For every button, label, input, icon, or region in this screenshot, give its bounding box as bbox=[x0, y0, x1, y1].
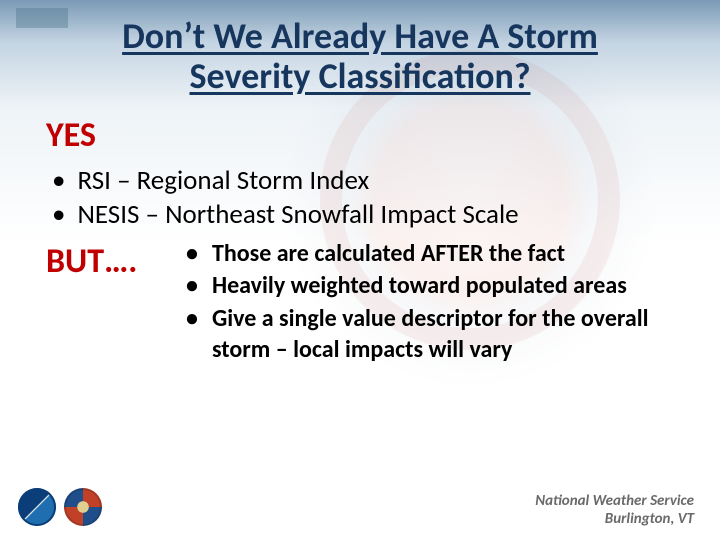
but-bullet: Give a single value descriptor for the o… bbox=[186, 304, 680, 365]
title-line-1: Don’t We Already Have A Storm bbox=[122, 14, 598, 58]
footer-org: National Weather Service bbox=[535, 492, 694, 510]
slide-body: Don’t We Already Have A Storm Severity C… bbox=[0, 0, 720, 540]
but-bullet: Those are calculated AFTER the fact bbox=[186, 239, 680, 270]
yes-bullet-list: RSI – Regional Storm Index NESIS – North… bbox=[52, 164, 680, 233]
but-bullet-text: Give a single value descriptor for the o… bbox=[212, 304, 680, 365]
slide-title: Don’t We Already Have A Storm Severity C… bbox=[40, 16, 680, 97]
footer-location: Burlington, VT bbox=[535, 510, 694, 528]
noaa-logo-icon bbox=[18, 488, 56, 526]
footer-logos bbox=[18, 488, 102, 526]
footer-attribution: National Weather Service Burlington, VT bbox=[535, 492, 694, 528]
title-line-2: Severity Classification? bbox=[190, 54, 531, 98]
but-heading: BUT…. bbox=[46, 239, 186, 282]
but-section: BUT…. Those are calculated AFTER the fac… bbox=[40, 239, 680, 368]
but-bullet: Heavily weighted toward populated areas bbox=[186, 271, 680, 302]
yes-bullet: NESIS – Northeast Snowfall Impact Scale bbox=[52, 198, 680, 233]
but-bullet-text: Those are calculated AFTER the fact bbox=[212, 239, 565, 270]
yes-heading: YES bbox=[46, 115, 680, 156]
but-bullet-text: Heavily weighted toward populated areas bbox=[212, 271, 627, 302]
yes-bullet: RSI – Regional Storm Index bbox=[52, 164, 680, 199]
nws-logo-icon bbox=[64, 488, 102, 526]
but-bullet-list: Those are calculated AFTER the fact Heav… bbox=[186, 239, 680, 368]
